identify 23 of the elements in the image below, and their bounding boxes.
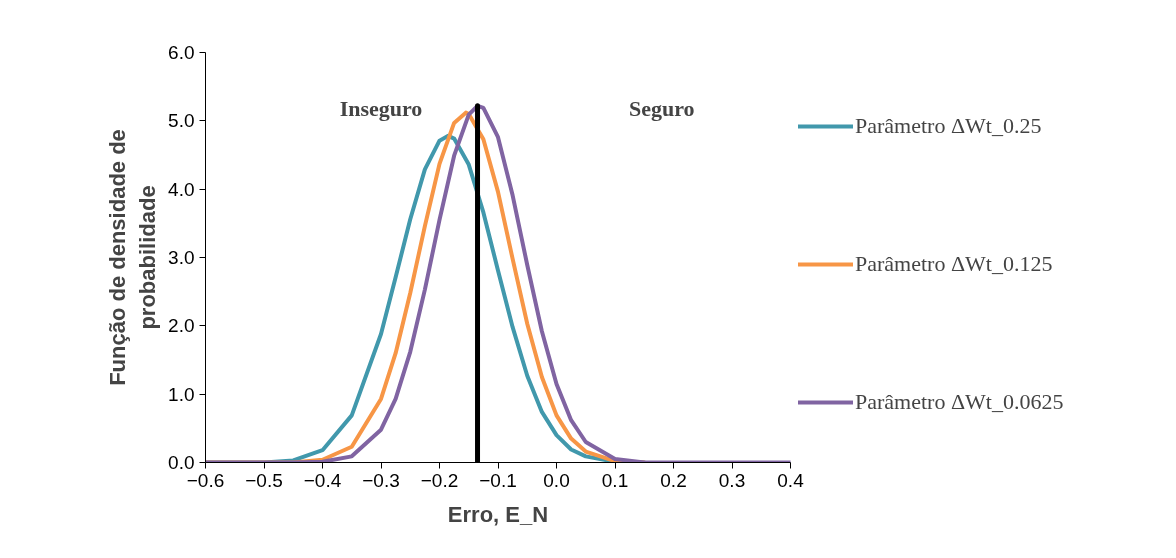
x-tick-label: 0.1 <box>601 469 629 491</box>
y-axis-title: Função de densidade de probabilidade <box>105 129 161 386</box>
x-tick-label: 0.2 <box>660 469 687 491</box>
x-tick-label: 0.3 <box>718 469 746 491</box>
x-tick-label: 0.4 <box>777 469 805 491</box>
y-tick-label: 4.0 <box>168 178 195 200</box>
y-tick-label: 2.0 <box>168 315 195 337</box>
annotation: Seguro <box>629 96 695 121</box>
x-tick-label: −0.4 <box>303 469 342 491</box>
x-tick-label: −0.3 <box>362 469 400 491</box>
x-tick-label: −0.1 <box>479 469 517 491</box>
x-tick-label: 0.0 <box>543 469 570 491</box>
x-tick-label: −0.5 <box>245 469 283 491</box>
annotation: Inseguro <box>339 96 423 121</box>
y-tick-label: 5.0 <box>168 110 195 132</box>
legend-label: Parâmetro ΔWt_0.125 <box>855 251 1053 277</box>
y-tick-label: 1.0 <box>168 383 195 405</box>
legend-label: Parâmetro ΔWt_0.0625 <box>855 389 1064 415</box>
y-tick-label: 6.0 <box>168 42 195 63</box>
x-tick-label: −0.2 <box>420 469 459 491</box>
x-axis-title: Erro, E_N <box>447 501 549 527</box>
legend-label: Parâmetro ΔWt_0.25 <box>855 113 1042 139</box>
y-tick-label: 3.0 <box>168 247 195 268</box>
